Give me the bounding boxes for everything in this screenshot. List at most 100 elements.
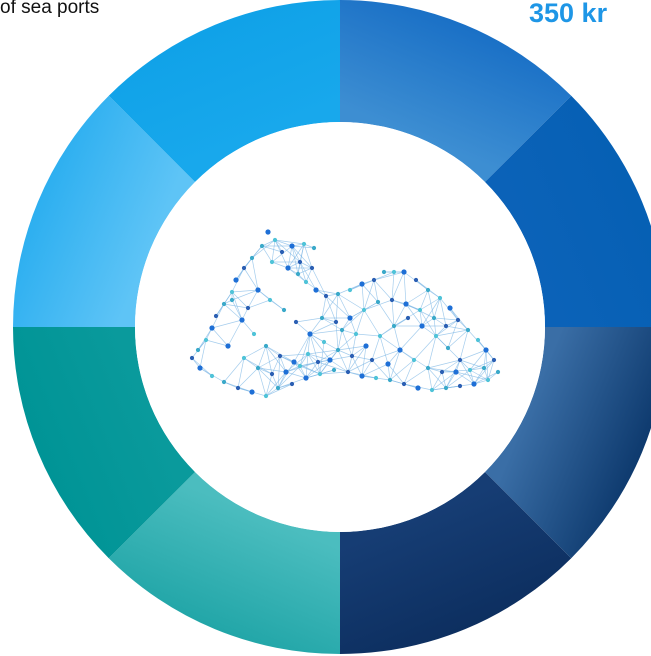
map-link [231, 289, 259, 293]
map-link [315, 289, 339, 295]
map-link [379, 335, 389, 365]
map-link [231, 291, 249, 309]
map-node [239, 317, 245, 323]
map-link [265, 383, 293, 397]
map-link [309, 317, 323, 335]
map-link [317, 361, 349, 373]
map-node [249, 255, 255, 261]
map-link [419, 309, 423, 327]
map-node [375, 299, 381, 305]
map-link [261, 245, 273, 263]
map-link [421, 325, 437, 337]
map-link [405, 289, 429, 305]
map-node [437, 295, 443, 301]
map-link [469, 359, 495, 371]
map-node [269, 371, 275, 377]
map-node [447, 305, 453, 311]
map-link [305, 353, 309, 379]
map-node [233, 277, 239, 283]
map-node [431, 315, 437, 321]
map-node [339, 327, 345, 333]
map-link [393, 325, 401, 351]
map-node [213, 313, 219, 319]
map-node [303, 375, 309, 381]
map-node [483, 347, 489, 353]
map-node [225, 343, 231, 349]
map-link [211, 327, 229, 347]
map-node [439, 369, 445, 375]
map-link [265, 345, 287, 373]
map-link [351, 355, 373, 361]
map-link [335, 293, 339, 323]
map-link [431, 371, 443, 391]
map-node [405, 315, 411, 321]
map-node [371, 277, 377, 283]
map-link [277, 371, 287, 389]
map-node [327, 357, 333, 363]
map-node [333, 319, 339, 325]
map-link [319, 371, 349, 375]
map-link [287, 243, 305, 269]
map-link [299, 353, 309, 367]
map-node [391, 269, 397, 275]
map-link [469, 369, 489, 381]
map-link [473, 367, 485, 385]
map-node [259, 243, 265, 249]
map-node [221, 301, 227, 307]
map-node [455, 317, 461, 323]
map-node [275, 385, 281, 391]
map-node [443, 323, 449, 329]
map-node [189, 355, 195, 361]
map-link [307, 353, 331, 361]
map-node [295, 271, 301, 277]
ring-segment [13, 327, 196, 559]
map-link [287, 245, 293, 269]
map-link [427, 335, 437, 369]
map-link [341, 329, 357, 335]
map-node [283, 369, 289, 375]
map-link [337, 329, 343, 351]
map-node [229, 289, 235, 295]
map-link [297, 267, 313, 275]
map-node [323, 293, 329, 299]
map-node [291, 359, 297, 365]
map-node [457, 383, 463, 389]
map-link [361, 283, 379, 303]
map-node [467, 367, 473, 373]
map-link [295, 317, 323, 323]
map-link [351, 345, 367, 357]
map-link [311, 267, 327, 297]
map-link [257, 367, 267, 397]
ring-segment [13, 95, 196, 327]
map-link [445, 319, 459, 327]
map-link [427, 367, 447, 389]
map-link [371, 359, 391, 381]
map-link [347, 359, 373, 373]
map-link [473, 371, 499, 385]
map-node [309, 265, 315, 271]
map-link [277, 355, 281, 389]
map-link [435, 319, 459, 337]
map-link [271, 261, 289, 269]
map-node [425, 287, 431, 293]
map-node [203, 337, 209, 343]
map-link [363, 299, 393, 311]
map-link [237, 357, 245, 389]
map-link [445, 359, 461, 389]
map-link [279, 353, 309, 357]
map-node [235, 385, 241, 391]
map-node [195, 347, 201, 353]
map-node [397, 347, 403, 353]
map-link [391, 271, 395, 301]
map-link [459, 359, 475, 385]
map-node [289, 243, 295, 249]
map-link [269, 299, 285, 311]
map-node [277, 353, 283, 359]
map-node [285, 265, 291, 271]
map-link [433, 297, 441, 319]
map-node [335, 291, 341, 297]
map-node [331, 367, 337, 373]
map-link [363, 309, 381, 337]
map-node [373, 375, 379, 381]
